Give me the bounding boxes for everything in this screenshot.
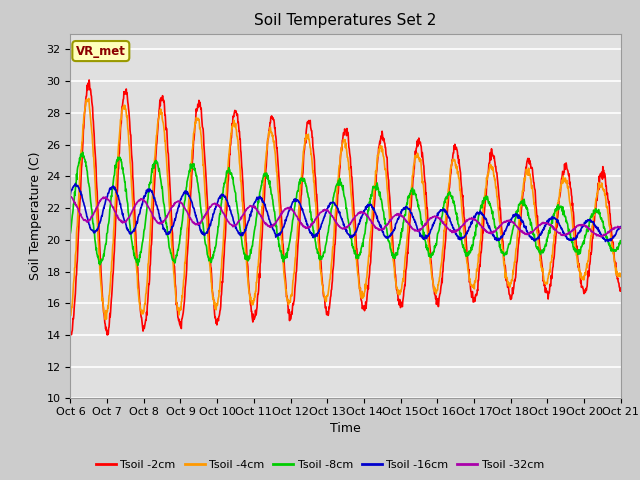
Tsoil -16cm <box>431 217 439 223</box>
Line: Tsoil -16cm: Tsoil -16cm <box>70 184 621 241</box>
Tsoil -4cm <box>67 313 74 319</box>
Tsoil -16cm <box>617 224 625 229</box>
Tsoil -16cm <box>72 181 79 187</box>
Tsoil -8cm <box>134 263 141 268</box>
Tsoil -32cm <box>250 205 258 211</box>
Tsoil -8cm <box>79 149 86 155</box>
Tsoil -2cm <box>67 332 74 338</box>
Tsoil -32cm <box>503 218 511 224</box>
Tsoil -8cm <box>504 246 511 252</box>
Tsoil -4cm <box>177 307 184 313</box>
Tsoil -32cm <box>431 214 439 219</box>
Tsoil -8cm <box>67 230 74 236</box>
Tsoil -32cm <box>175 199 183 205</box>
Tsoil -2cm <box>251 314 259 320</box>
X-axis label: Time: Time <box>330 421 361 434</box>
Tsoil -32cm <box>552 227 559 232</box>
Tsoil -4cm <box>189 131 197 136</box>
Tsoil -4cm <box>101 316 109 322</box>
Text: VR_met: VR_met <box>76 45 126 58</box>
Tsoil -8cm <box>432 243 440 249</box>
Tsoil -16cm <box>602 239 609 244</box>
Tsoil -4cm <box>504 280 511 286</box>
Tsoil -2cm <box>617 288 625 294</box>
Tsoil -2cm <box>552 234 559 240</box>
Tsoil -8cm <box>189 161 197 167</box>
Tsoil -4cm <box>85 96 93 101</box>
Tsoil -2cm <box>85 77 93 83</box>
Tsoil -16cm <box>67 192 74 197</box>
Tsoil -32cm <box>67 193 74 199</box>
Line: Tsoil -2cm: Tsoil -2cm <box>70 80 621 335</box>
Tsoil -4cm <box>617 271 625 276</box>
Tsoil -8cm <box>252 224 259 229</box>
Tsoil -32cm <box>597 234 605 240</box>
Tsoil -16cm <box>251 200 259 205</box>
Line: Tsoil -8cm: Tsoil -8cm <box>70 152 621 265</box>
Tsoil -4cm <box>432 287 440 293</box>
Tsoil -16cm <box>176 199 184 205</box>
Tsoil -16cm <box>189 205 197 211</box>
Tsoil -2cm <box>176 322 184 328</box>
Tsoil -8cm <box>552 206 560 212</box>
Tsoil -2cm <box>431 293 439 299</box>
Line: Tsoil -32cm: Tsoil -32cm <box>70 196 621 237</box>
Tsoil -4cm <box>252 294 259 300</box>
Tsoil -16cm <box>504 224 511 229</box>
Y-axis label: Soil Temperature (C): Soil Temperature (C) <box>29 152 42 280</box>
Line: Tsoil -4cm: Tsoil -4cm <box>70 98 621 319</box>
Tsoil -16cm <box>552 216 559 222</box>
Title: Soil Temperatures Set 2: Soil Temperatures Set 2 <box>255 13 436 28</box>
Tsoil -32cm <box>189 219 196 225</box>
Tsoil -8cm <box>617 239 625 244</box>
Tsoil -4cm <box>552 216 560 222</box>
Tsoil -8cm <box>177 232 184 238</box>
Tsoil -2cm <box>504 281 511 287</box>
Tsoil -2cm <box>189 146 197 152</box>
Legend: Tsoil -2cm, Tsoil -4cm, Tsoil -8cm, Tsoil -16cm, Tsoil -32cm: Tsoil -2cm, Tsoil -4cm, Tsoil -8cm, Tsoi… <box>92 456 548 474</box>
Tsoil -32cm <box>617 225 625 231</box>
